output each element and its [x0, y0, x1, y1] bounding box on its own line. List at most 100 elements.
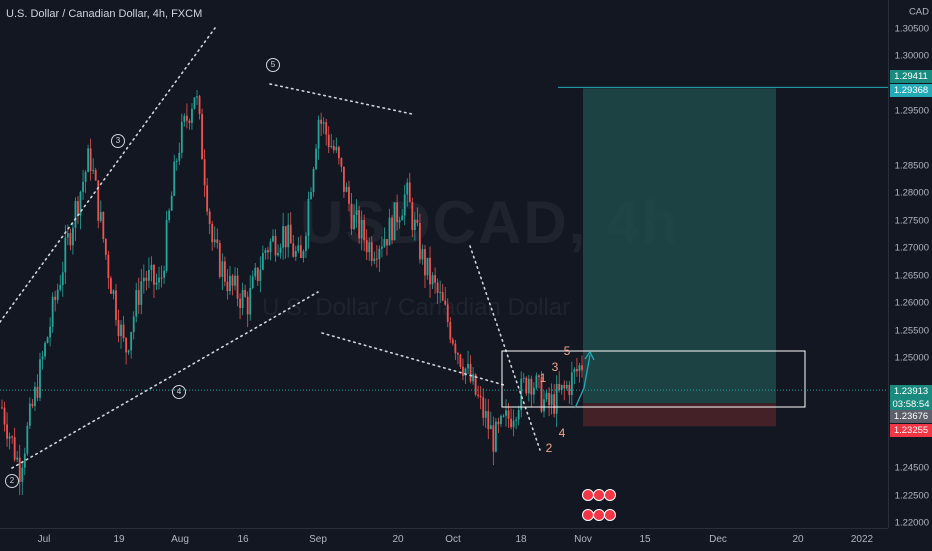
wave-circle-3[interactable]: 3 — [111, 134, 125, 148]
candle-body — [337, 147, 340, 159]
candle-body — [277, 252, 279, 256]
wave-label-5[interactable]: 5 — [563, 344, 571, 358]
countdown-badge: 03:58:54 — [890, 398, 932, 411]
wave-label-4[interactable]: 4 — [558, 426, 566, 440]
candle-body — [436, 282, 439, 293]
y-tick: 1.27000 — [894, 242, 929, 254]
candle-body — [115, 290, 117, 321]
candle-body — [527, 378, 530, 394]
candle-body — [1, 407, 3, 409]
candle-body — [120, 324, 122, 337]
candle-body — [474, 374, 477, 395]
candle-body — [358, 210, 361, 239]
candle-body — [454, 343, 457, 354]
candle-body — [246, 296, 249, 315]
watermark-description: U.S. Dollar / Canadian Dollar — [262, 294, 571, 321]
candle-body — [150, 264, 153, 271]
candle-body — [305, 235, 307, 252]
candle-body — [545, 392, 548, 400]
candle-body — [175, 160, 178, 162]
candle-body — [307, 198, 310, 236]
candle-body — [274, 235, 277, 256]
wave-circle-5[interactable]: 5 — [266, 58, 280, 72]
candle-body — [155, 282, 158, 285]
candle-body — [36, 386, 39, 398]
y-tick: 1.24500 — [894, 462, 929, 474]
candle-body — [401, 215, 404, 221]
candle-body — [241, 289, 244, 308]
projection-arrowhead — [584, 350, 595, 361]
time-axis[interactable]: Jul 19 Aug 16 Sep 20 Oct 18 Nov 15 Dec 2… — [0, 528, 888, 551]
candle-body — [310, 192, 312, 199]
candle-body — [315, 148, 317, 169]
trend-line — [11, 291, 319, 469]
candle-body — [185, 115, 188, 121]
candle-body — [464, 368, 467, 376]
candle-body — [61, 272, 64, 286]
candle-body — [570, 372, 573, 396]
y-tick: 1.26500 — [894, 270, 929, 282]
wave-label-1[interactable]: 1 — [539, 371, 547, 385]
wave-circle-4[interactable]: 4 — [172, 385, 186, 399]
candle-body — [132, 316, 135, 333]
candle-body — [87, 148, 90, 172]
candle-body — [327, 134, 330, 148]
x-tick: Nov — [574, 534, 592, 545]
candle-body — [251, 276, 254, 288]
candle-body — [34, 386, 36, 407]
event-icon[interactable] — [604, 509, 616, 521]
candle-body — [383, 239, 386, 247]
candle-body — [391, 217, 393, 241]
candle-body — [431, 275, 434, 285]
trend-line — [269, 83, 413, 115]
candle-body — [365, 240, 368, 253]
price-axis[interactable]: CAD 1.30500 1.30000 1.29500 1.28500 1.28… — [888, 0, 932, 529]
candle-body — [343, 166, 345, 192]
candle-body — [142, 277, 145, 282]
candle-body — [92, 170, 95, 172]
candle-body — [140, 281, 143, 305]
candle-body — [472, 374, 474, 382]
candle-body — [221, 261, 224, 277]
candle-body — [517, 410, 520, 420]
candle-body — [97, 180, 100, 221]
wave-label-3[interactable]: 3 — [551, 360, 559, 374]
x-tick: 20 — [792, 534, 804, 545]
candle-body — [532, 387, 535, 395]
wave-circle-2[interactable]: 2 — [5, 474, 19, 488]
candle-body — [510, 418, 512, 428]
price-plot[interactable] — [0, 0, 888, 528]
candle-body — [153, 264, 155, 285]
trend-line — [321, 332, 505, 386]
candle-body — [462, 366, 464, 376]
candle-body — [13, 436, 16, 460]
candle-body — [568, 384, 571, 396]
candle-body — [39, 359, 41, 398]
x-tick: 18 — [515, 534, 527, 545]
event-icon[interactable] — [604, 489, 616, 501]
candle-body — [163, 270, 165, 278]
candle-body — [429, 257, 431, 285]
candle-body — [393, 202, 396, 241]
wave-label-2[interactable]: 2 — [545, 441, 553, 455]
x-tick: 20 — [392, 534, 404, 545]
candle-body — [482, 397, 485, 418]
candle-body — [325, 122, 328, 135]
candle-body — [396, 202, 399, 223]
candle-body — [46, 337, 49, 343]
chart-area[interactable]: USDCAD, 4h U.S. Dollar / Canadian Dollar… — [0, 0, 888, 528]
candle-body — [82, 181, 84, 192]
candle-body — [284, 226, 287, 248]
candle-body — [158, 277, 160, 283]
y-tick: 1.22000 — [894, 517, 929, 529]
candle-body — [292, 243, 295, 257]
candle-body — [348, 186, 350, 204]
candle-body — [110, 278, 112, 294]
candle-body — [244, 289, 247, 297]
candle-body — [467, 363, 469, 369]
candle-body — [522, 377, 525, 379]
candle-body — [99, 212, 102, 221]
candle-body — [18, 457, 21, 482]
candle-body — [54, 296, 57, 300]
candle-body — [355, 210, 358, 215]
